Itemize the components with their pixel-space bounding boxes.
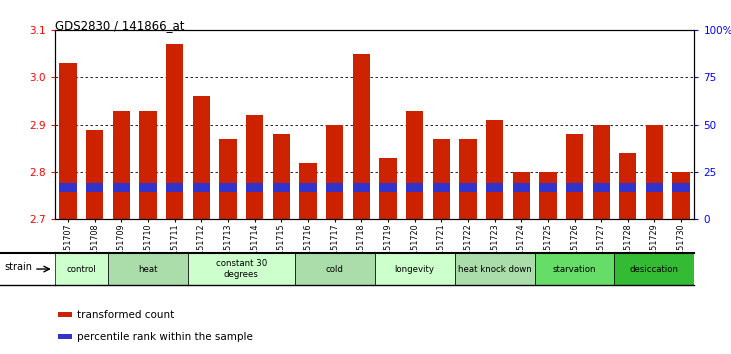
Text: heat knock down: heat knock down: [458, 264, 531, 274]
Bar: [59, 183, 77, 192]
Bar: [459, 183, 477, 192]
Bar: [593, 183, 610, 192]
Bar: [455, 253, 534, 285]
Bar: [246, 115, 263, 219]
Bar: [86, 130, 104, 219]
Bar: [246, 183, 263, 192]
Bar: [673, 183, 690, 192]
Bar: [113, 110, 130, 219]
Bar: [374, 253, 455, 285]
Bar: [326, 183, 344, 192]
Bar: [166, 44, 183, 219]
Bar: [433, 139, 450, 219]
Text: constant 30
degrees: constant 30 degrees: [216, 259, 267, 279]
Bar: [645, 125, 663, 219]
Bar: [273, 183, 290, 192]
Text: percentile rank within the sample: percentile rank within the sample: [77, 332, 253, 342]
Bar: [459, 139, 477, 219]
Text: heat: heat: [138, 264, 158, 274]
Bar: [486, 183, 503, 192]
Bar: [433, 183, 450, 192]
Bar: [619, 183, 637, 192]
Bar: [539, 172, 556, 219]
Bar: [273, 134, 290, 219]
Bar: [615, 253, 694, 285]
Bar: [113, 183, 130, 192]
Text: transformed count: transformed count: [77, 310, 175, 320]
Bar: [379, 158, 397, 219]
Bar: [619, 153, 637, 219]
Bar: [188, 253, 295, 285]
Bar: [566, 183, 583, 192]
Bar: [219, 183, 237, 192]
Bar: [593, 125, 610, 219]
Text: strain: strain: [4, 262, 32, 273]
Text: desiccation: desiccation: [630, 264, 679, 274]
Bar: [673, 172, 690, 219]
Text: control: control: [67, 264, 96, 274]
Bar: [219, 139, 237, 219]
Bar: [512, 172, 530, 219]
Bar: [140, 183, 156, 192]
Bar: [534, 253, 615, 285]
Bar: [108, 253, 188, 285]
Bar: [406, 110, 423, 219]
Bar: [193, 96, 210, 219]
Bar: [86, 183, 104, 192]
Bar: [55, 253, 108, 285]
Bar: [566, 134, 583, 219]
Bar: [295, 253, 374, 285]
Bar: [512, 183, 530, 192]
Bar: [486, 120, 503, 219]
Bar: [379, 183, 397, 192]
Bar: [58, 334, 72, 339]
Bar: [539, 183, 556, 192]
Bar: [645, 183, 663, 192]
Bar: [166, 183, 183, 192]
Text: starvation: starvation: [553, 264, 596, 274]
Bar: [193, 183, 210, 192]
Bar: [58, 312, 72, 317]
Bar: [326, 125, 344, 219]
Bar: [300, 183, 317, 192]
Bar: [352, 54, 370, 219]
Bar: [140, 110, 156, 219]
Text: longevity: longevity: [395, 264, 435, 274]
Bar: [352, 183, 370, 192]
Bar: [300, 163, 317, 219]
Text: cold: cold: [326, 264, 344, 274]
Text: GDS2830 / 141866_at: GDS2830 / 141866_at: [55, 19, 184, 33]
Bar: [406, 183, 423, 192]
Bar: [59, 63, 77, 219]
